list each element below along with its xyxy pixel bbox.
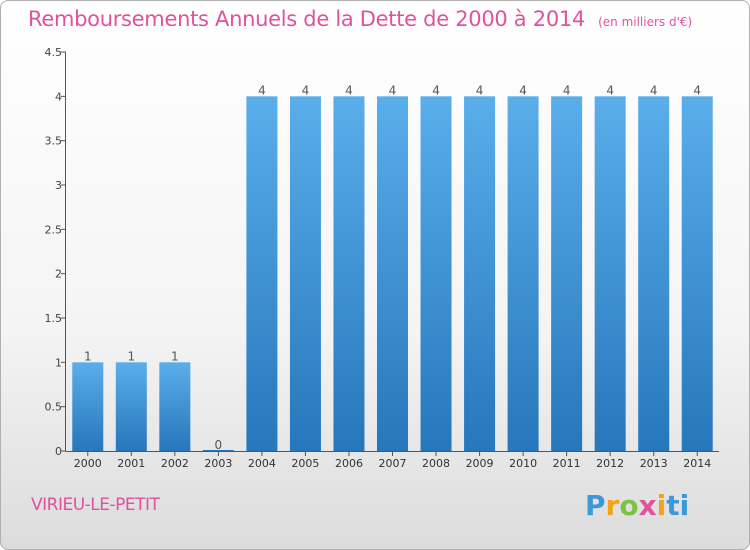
y-tick-label: 0.5 [45,401,63,414]
x-tick-label: 2007 [379,457,407,470]
data-label: 0 [215,438,223,452]
x-tick-label: 2000 [74,457,102,470]
data-label: 1 [127,349,135,363]
bar-2011 [551,96,583,451]
x-tick-label: 2005 [291,457,319,470]
bar-2012 [594,96,626,451]
x-tick-label: 2011 [553,457,581,470]
y-tick-label: 1.5 [45,312,63,325]
bar-2005 [289,96,321,451]
y-tick-label: 2 [55,268,62,281]
chart-title-block: Remboursements Annuels de la Dette de 20… [28,7,692,31]
bar-2010 [507,96,539,451]
data-label: 4 [606,83,614,97]
bar-2000 [72,362,104,451]
y-tick-label: 4 [55,90,62,103]
proxiti-logo[interactable]: Proxiti [585,489,690,522]
data-label: 4 [693,83,701,97]
y-tick-label: 3 [55,179,62,192]
x-tick-label: 2001 [117,457,145,470]
commune-name: VIRIEU-LE-PETIT [31,495,160,515]
y-tick-label: 3.5 [45,135,63,148]
data-label: 4 [650,83,658,97]
y-tick-label: 2.5 [45,223,63,236]
y-tick-label: 0 [55,445,62,458]
x-tick-label: 2012 [596,457,624,470]
y-tick-label: 1 [55,356,62,369]
chart-title: Remboursements Annuels de la Dette de 20… [28,7,585,31]
x-tick-label: 2009 [466,457,494,470]
data-label: 4 [432,83,440,97]
data-label: 4 [476,83,484,97]
bar-2007 [377,96,408,451]
x-tick-label: 2006 [335,457,363,470]
bar-2002 [159,362,191,451]
bar-2008 [420,96,452,451]
bar-2009 [464,96,496,451]
data-label: 4 [563,83,571,97]
data-label: 4 [302,83,310,97]
bar-2014 [681,96,713,451]
bar-2013 [638,96,670,451]
x-tick-label: 2008 [422,457,450,470]
bar-2001 [115,362,147,451]
x-tick-label: 2010 [509,457,537,470]
x-tick-label: 2014 [683,457,711,470]
x-tick-label: 2002 [161,457,189,470]
bar-2006 [333,96,365,451]
data-label: 4 [345,83,353,97]
x-tick-label: 2003 [204,457,232,470]
data-label: 4 [389,83,397,97]
x-tick-label: 2004 [248,457,276,470]
data-label: 1 [171,349,179,363]
y-tick-label: 4.5 [45,46,63,59]
data-label: 1 [84,349,92,363]
chart-subtitle: (en milliers d'€) [598,15,693,29]
bar-2004 [246,96,278,451]
x-tick-label: 2013 [640,457,668,470]
data-label: 4 [258,83,266,97]
data-label: 4 [519,83,527,97]
